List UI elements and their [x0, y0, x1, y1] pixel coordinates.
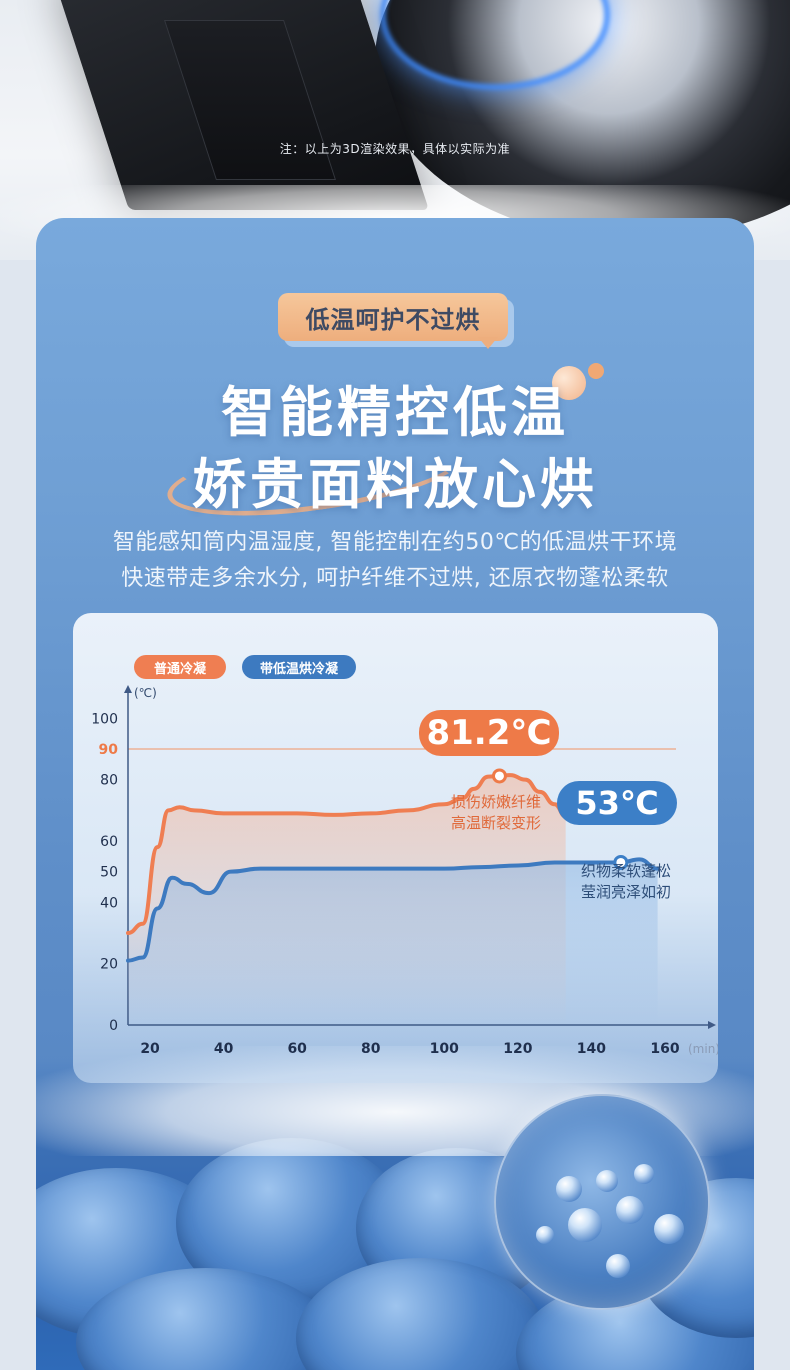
- decor-dot-small: [588, 363, 604, 379]
- water-drop: [616, 1196, 644, 1224]
- x-tick-label: 80: [361, 1041, 381, 1057]
- decor-dot: [552, 366, 586, 400]
- x-tick-label: 100: [430, 1041, 459, 1057]
- note-line: 损伤娇嫩纤维: [450, 793, 541, 811]
- y-tick-label: 50: [100, 865, 118, 881]
- peak-temp-note: 损伤娇嫩纤维 高温断裂变形: [436, 792, 556, 834]
- lowtemp-marker: [613, 854, 629, 870]
- magnifier-lens: [494, 1094, 710, 1310]
- series-line-lowtemp: [126, 857, 660, 963]
- x-tick-label: 20: [140, 1041, 160, 1057]
- note-line: 织物柔软蓬松: [580, 862, 671, 880]
- tag-label: 低温呵护不过烘: [278, 293, 508, 341]
- x-unit-label: (min): [688, 1042, 718, 1056]
- x-axis-arrow: [708, 1021, 716, 1029]
- feature-tag: 低温呵护不过烘: [278, 293, 514, 349]
- x-tick-label: 60: [287, 1041, 307, 1057]
- note-line: 高温断裂变形: [450, 814, 541, 832]
- water-drop: [556, 1176, 582, 1202]
- water-drop: [536, 1226, 554, 1244]
- water-drop: [634, 1164, 654, 1184]
- product-render: 注：以上为3D渲染效果，具体以实际为准: [0, 0, 790, 260]
- y-axis-arrow: [124, 685, 132, 693]
- y-tick-label: 80: [100, 773, 118, 789]
- y-tick-label: 20: [100, 957, 118, 973]
- headline-line-1: 智能精控低温: [221, 381, 569, 444]
- lowtemp-callout: 53℃: [557, 781, 677, 825]
- tag-tail: [478, 337, 498, 349]
- water-drop: [654, 1214, 684, 1244]
- series-line-normal: [126, 773, 568, 935]
- x-tick-label: 40: [214, 1041, 234, 1057]
- render-note: 注：以上为3D渲染效果，具体以实际为准: [279, 142, 511, 156]
- water-drop: [568, 1208, 602, 1242]
- note-line: 莹润亮泽如初: [580, 883, 671, 901]
- description-line-1: 智能感知筒内温湿度, 智能控制在约50℃的低温烘干环境: [112, 530, 678, 555]
- peak-temp-callout: 81.2℃: [419, 710, 559, 756]
- y-tick-label: 0: [109, 1018, 118, 1034]
- x-tick-label: 160: [650, 1041, 679, 1057]
- x-tick-label: 120: [503, 1041, 532, 1057]
- headline-line-2: 娇贵面料放心烘: [192, 453, 598, 516]
- description-line-2: 快速带走多余水分, 呵护纤维不过烘, 还原衣物蓬松柔软: [121, 566, 669, 591]
- legend-lowtemp-condensing: 带低温烘冷凝: [242, 655, 356, 679]
- y-tick-label: 60: [100, 834, 118, 850]
- water-drop: [606, 1254, 630, 1278]
- feature-card: 低温呵护不过烘 智能精控低温 娇贵面料放心烘 智能感知筒内温湿度, 智能控制在约…: [36, 218, 754, 1370]
- peak-marker: [491, 768, 507, 784]
- y-tick-label: 100: [91, 711, 118, 727]
- y-unit-label: (℃): [134, 686, 157, 700]
- y-tick-label: 40: [100, 895, 118, 911]
- temperature-chart: (℃) (min) 0 20 40 50 60 80 90 100 20 40 60 80 100 120 14…: [91, 685, 718, 1057]
- lowtemp-note: 织物柔软蓬松 莹润亮泽如初: [556, 861, 696, 903]
- legend-normal-condensing: 普通冷凝: [134, 655, 226, 679]
- y-tick-label: 90: [99, 742, 119, 758]
- x-tick-label: 140: [577, 1041, 606, 1057]
- water-drop: [596, 1170, 618, 1192]
- series-area-lowtemp: [128, 859, 658, 1025]
